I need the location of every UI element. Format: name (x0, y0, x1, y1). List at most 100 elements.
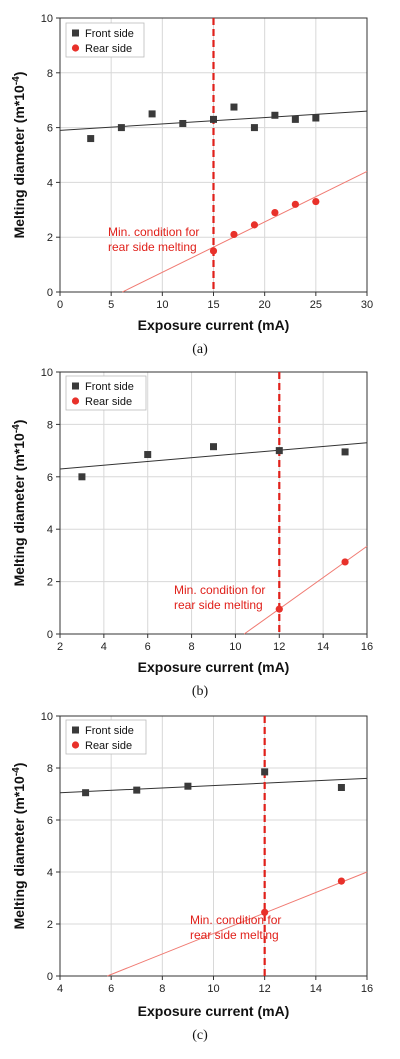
x-axis-title: Exposure current (mA) (138, 317, 290, 333)
y-tick-label: 8 (47, 763, 53, 775)
x-tick-label: 30 (361, 299, 373, 311)
rear-side-point (209, 247, 218, 255)
legend-front-marker (72, 29, 79, 37)
annotation-text: rear side melting (190, 928, 279, 942)
front-side-point (210, 115, 217, 123)
front-side-point (87, 135, 95, 143)
rear-side-point (275, 605, 283, 613)
legend-rear-label: Rear side (85, 396, 132, 408)
annotation-text: rear side melting (174, 598, 263, 612)
front-side-point (341, 448, 349, 456)
y-tick-label: 10 (41, 711, 53, 723)
front-side-point (148, 110, 156, 118)
annotation-text: Min. condition for (190, 913, 281, 927)
y-tick-label: 8 (47, 68, 53, 80)
front-side-fit-line (59, 442, 368, 470)
panel-caption: (a) (192, 342, 208, 357)
rear-side-point (341, 558, 349, 566)
rear-side-point (337, 877, 346, 885)
x-tick-label: 16 (361, 983, 373, 995)
legend-rear-label: Rear side (85, 740, 132, 752)
front-side-point (291, 115, 299, 123)
front-side-point (184, 782, 192, 790)
panel-caption: (c) (192, 1028, 208, 1043)
rear-side-point (271, 208, 279, 217)
legend-front-label: Front side (85, 725, 134, 737)
y-tick-label: 8 (47, 419, 53, 431)
legend-rear-marker (71, 44, 80, 52)
y-tick-label: 6 (47, 815, 53, 827)
legend-rear-marker (71, 741, 80, 749)
front-side-point (337, 784, 345, 791)
x-tick-label: 6 (108, 983, 114, 995)
annotation-text: Min. condition for (174, 583, 265, 597)
front-side-point (210, 443, 217, 451)
x-tick-label: 4 (57, 983, 63, 995)
x-tick-label: 15 (207, 299, 219, 311)
x-tick-label: 10 (229, 641, 241, 653)
x-tick-label: 25 (310, 299, 322, 311)
chart-panel-a: 0 5 10 15 20 25 30 0 2 4 6 8 10 Front side Rear side Mi… (11, 13, 373, 357)
x-tick-label: 10 (207, 983, 219, 995)
rear-side-point (230, 230, 238, 239)
front-side-point (82, 789, 90, 797)
rear-side-point (312, 197, 320, 206)
x-tick-label: 10 (156, 299, 168, 311)
legend-box (65, 719, 147, 755)
y-tick-label: 10 (41, 13, 53, 25)
x-tick-label: 4 (101, 641, 107, 653)
x-tick-label: 6 (145, 641, 151, 653)
front-side-point (78, 473, 86, 481)
x-tick-label: 0 (57, 299, 63, 311)
front-side-fit-line (59, 777, 368, 794)
x-tick-label: 5 (108, 299, 114, 311)
front-side-point (117, 124, 125, 132)
y-tick-label: 6 (47, 123, 53, 135)
y-tick-label: 2 (47, 577, 53, 589)
front-side-point (250, 124, 258, 132)
y-tick-label: 0 (47, 971, 53, 983)
rear-side-point (250, 221, 259, 229)
y-axis-title: Melting diameter (m*10-4) (11, 72, 27, 239)
x-tick-label: 20 (259, 299, 271, 311)
y-tick-label: 4 (47, 524, 53, 536)
legend-front-label: Front side (85, 28, 134, 40)
x-axis-title: Exposure current (mA) (138, 659, 290, 675)
front-side-point (144, 451, 152, 459)
y-tick-label: 0 (47, 287, 53, 299)
rear-side-point (291, 200, 299, 208)
front-side-point (179, 119, 187, 127)
y-tick-label: 2 (47, 232, 53, 244)
y-axis-title: Melting diameter (m*10-4) (11, 763, 27, 930)
x-tick-label: 12 (259, 983, 271, 995)
x-tick-label: 8 (159, 983, 165, 995)
chart-panel-c: 4 6 8 10 12 14 16 0 2 4 6 8 10 Front side Rear side Min… (11, 711, 373, 1043)
legend-box (65, 375, 147, 411)
y-tick-label: 2 (47, 919, 53, 931)
x-tick-label: 2 (57, 641, 63, 653)
plot-frame (59, 371, 368, 635)
legend-front-marker (72, 382, 79, 390)
y-tick-label: 0 (47, 629, 53, 641)
front-side-point (230, 103, 238, 111)
rear-side-fit-line (122, 170, 368, 293)
y-tick-label: 6 (47, 472, 53, 484)
x-tick-label: 16 (361, 641, 373, 653)
x-tick-label: 14 (310, 983, 322, 995)
legend-front-marker (72, 726, 79, 734)
y-tick-label: 4 (47, 177, 53, 189)
x-tick-label: 12 (273, 641, 285, 653)
x-axis-title: Exposure current (mA) (138, 1003, 290, 1019)
annotation-text: rear side melting (108, 240, 197, 254)
front-side-point (312, 114, 320, 122)
annotation-text: Min. condition for (108, 225, 199, 239)
rear-side-fit-line (107, 871, 368, 977)
front-side-point (133, 786, 141, 794)
front-side-point (261, 768, 269, 776)
legend-box (65, 22, 145, 58)
y-axis-title: Melting diameter (m*10-4) (11, 420, 27, 587)
rear-side-point (261, 908, 269, 916)
y-tick-label: 4 (47, 867, 53, 879)
